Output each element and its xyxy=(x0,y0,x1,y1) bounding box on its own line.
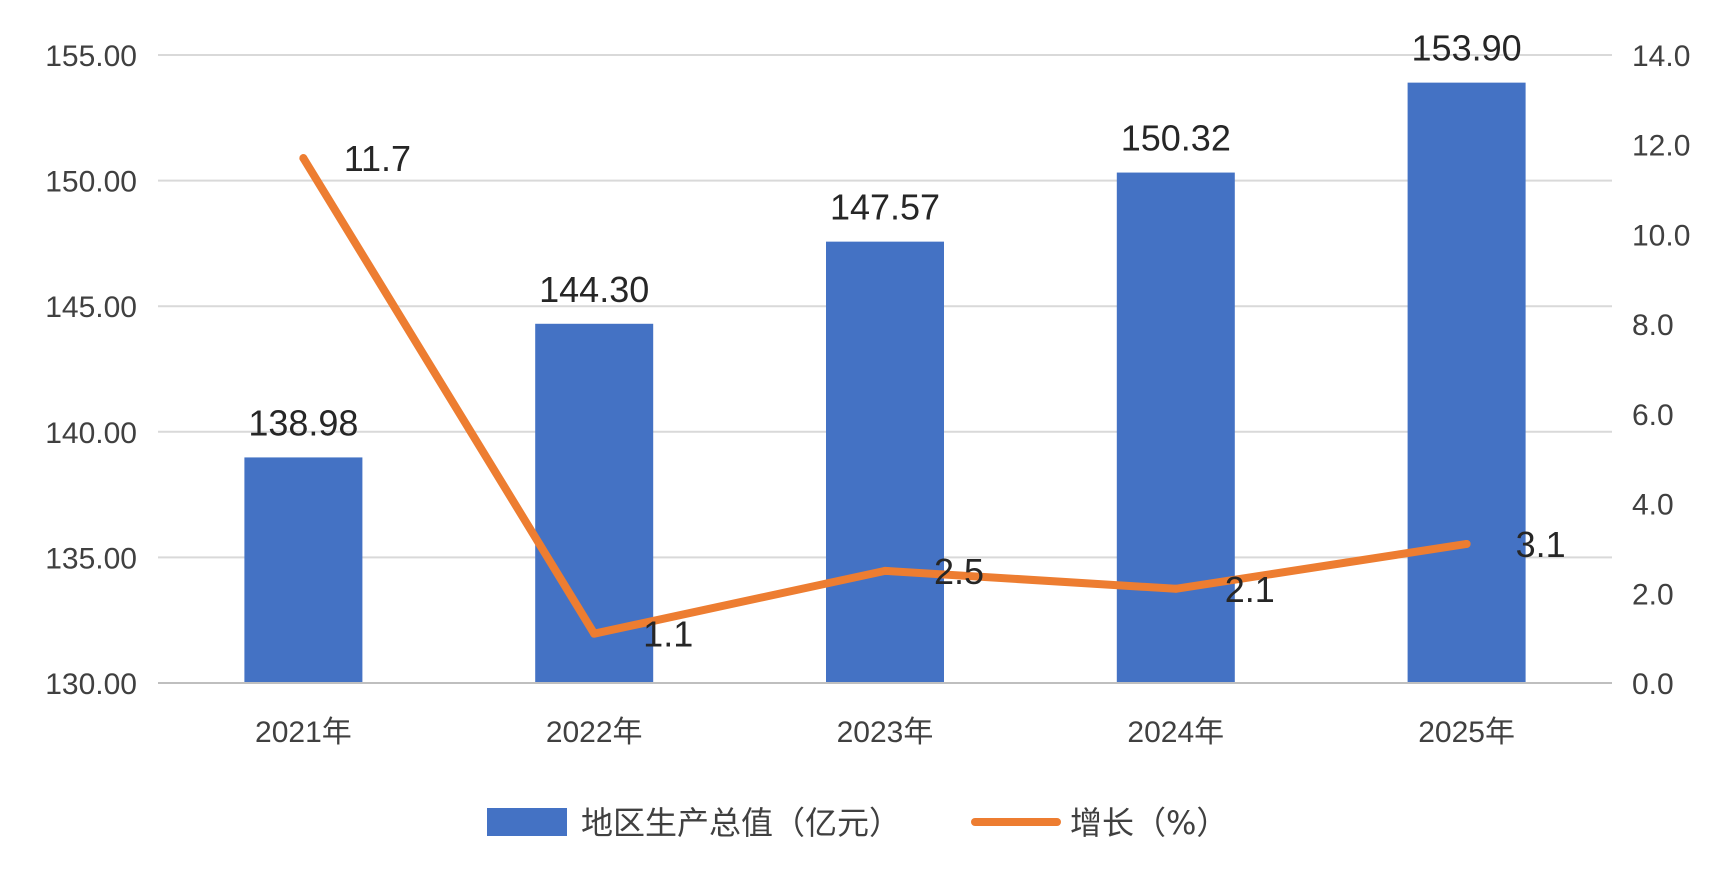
y-left-tick-label: 150.00 xyxy=(45,166,137,199)
y-right-tick-label: 2.0 xyxy=(1632,578,1674,611)
axes: 130.00 135.00 140.00 145.00 150.00 155.00 0.0 2… xyxy=(45,40,1690,749)
bar xyxy=(244,457,363,683)
y-right-tick-label: 14.0 xyxy=(1632,40,1690,73)
bar xyxy=(1116,172,1235,684)
y-left-tick-label: 145.00 xyxy=(45,291,137,324)
legend-bar-label: 地区生产总值（亿元） xyxy=(581,804,901,842)
y-left-tick-label: 135.00 xyxy=(45,542,137,575)
line-point xyxy=(881,566,889,575)
x-tick-label: 2025年 xyxy=(1418,716,1515,749)
line-series xyxy=(299,154,1471,638)
y-right-tick-label: 6.0 xyxy=(1632,399,1674,432)
bar-series xyxy=(244,82,1526,684)
x-tick-label: 2023年 xyxy=(837,716,934,749)
y-right-tick-label: 4.0 xyxy=(1632,489,1674,522)
y-right-tick-label: 10.0 xyxy=(1632,219,1690,252)
line-point xyxy=(1462,539,1471,548)
line-point xyxy=(1171,584,1180,593)
x-tick-label: 2024年 xyxy=(1127,716,1224,749)
y-left-tick-label: 140.00 xyxy=(45,417,137,450)
bar-data-label: 147.57 xyxy=(830,187,940,228)
y-left-tick-label: 155.00 xyxy=(45,40,137,73)
legend-line-label: 增长（%） xyxy=(1070,804,1228,842)
y-right-tick-label: 8.0 xyxy=(1632,309,1674,342)
bar xyxy=(826,241,944,683)
line-data-label: 1.1 xyxy=(643,614,693,655)
bar-data-label: 144.30 xyxy=(539,269,649,310)
line-data-label: 2.1 xyxy=(1225,569,1275,610)
line-point xyxy=(299,154,308,163)
y-right-tick-label: 12.0 xyxy=(1632,130,1690,163)
legend: 地区生产总值（亿元） 增长（%） xyxy=(487,804,1228,842)
data-labels: 138.98 144.30 147.57 150.32 153.90 11.7 1.1 2.5… xyxy=(248,28,1565,655)
y-left-tick-label: 130.00 xyxy=(45,668,137,701)
line-data-label: 2.5 xyxy=(934,551,984,592)
x-tick-label: 2022年 xyxy=(546,716,643,749)
line-point xyxy=(590,629,599,638)
bar-data-label: 150.32 xyxy=(1121,118,1231,159)
x-tick-label: 2021年 xyxy=(255,716,352,749)
line-data-label: 11.7 xyxy=(344,138,411,179)
bar-data-label: 153.90 xyxy=(1412,28,1522,69)
legend-bar-swatch xyxy=(487,808,567,836)
bar xyxy=(1407,82,1526,683)
bar-data-label: 138.98 xyxy=(248,402,358,443)
y-right-tick-label: 0.0 xyxy=(1632,668,1674,701)
line-data-label: 3.1 xyxy=(1516,524,1566,565)
